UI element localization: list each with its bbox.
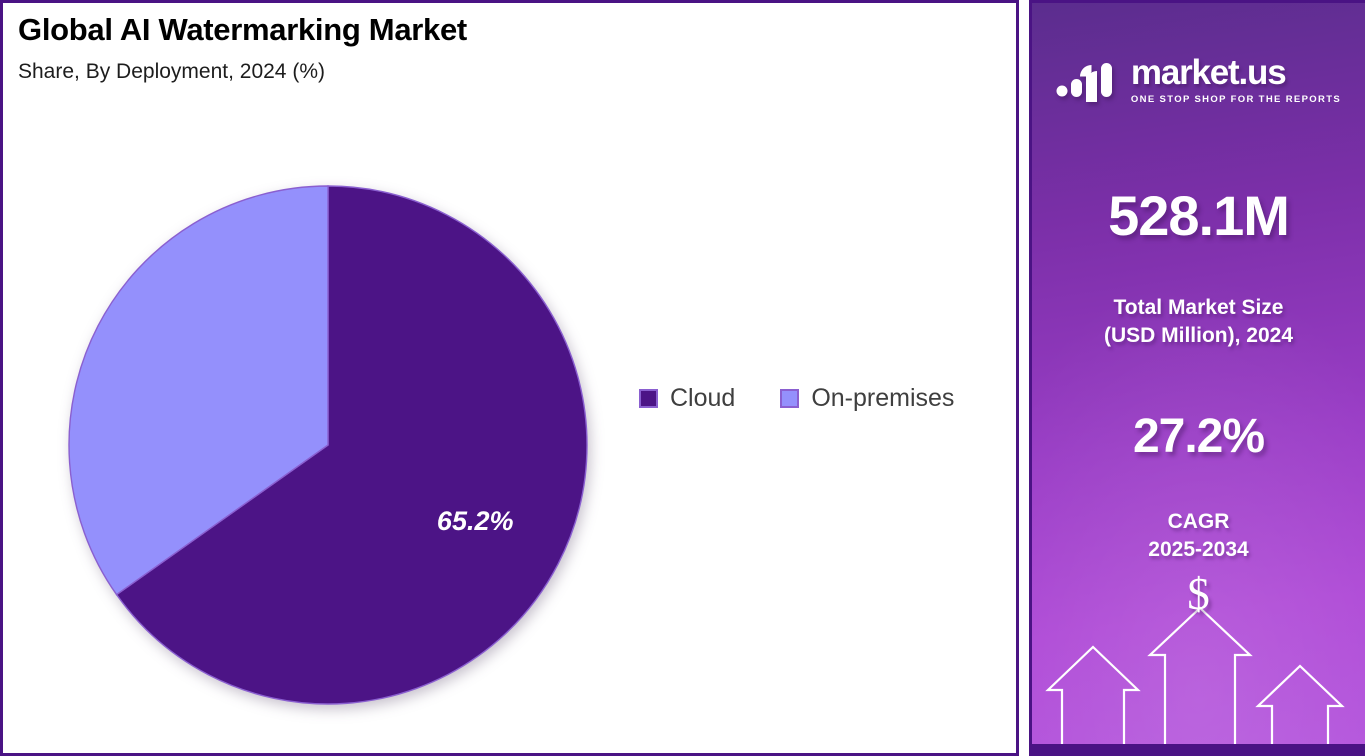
growth-arrows-icon	[1045, 606, 1345, 753]
growth-graphic: $	[1032, 572, 1365, 753]
market-size-caption-line1: Total Market Size	[1113, 296, 1284, 319]
dollar-icon: $	[1187, 569, 1210, 619]
legend-label-on-premises: On-premises	[811, 384, 955, 412]
pie-slice-cloud	[115, 185, 588, 705]
pie-chart-svg: 65.2%	[68, 185, 588, 705]
pie-slice-on-premises	[68, 185, 329, 596]
legend-label-cloud: Cloud	[670, 384, 736, 412]
chart-subtitle: Share, By Deployment, 2024 (%)	[18, 59, 325, 83]
legend-swatch-on-premises	[780, 389, 800, 408]
cagr-caption-line2: 2025-2034	[1148, 538, 1249, 562]
brand-logo[interactable]: market.us ONE STOP SHOP FOR THE REPORTS	[1032, 55, 1365, 105]
legend-item-on-premises[interactable]: On-premises	[780, 384, 954, 413]
market-us-bars-icon	[1056, 63, 1112, 102]
pie-slice-label: 65.2%	[437, 506, 514, 536]
stats-sidebar: market.us ONE STOP SHOP FOR THE REPORTS …	[1029, 0, 1365, 756]
logo-wordmark: market.us	[1130, 53, 1287, 92]
logo-text: market.us ONE STOP SHOP FOR THE REPORTS	[1131, 55, 1341, 105]
legend-item-cloud[interactable]: Cloud	[639, 384, 735, 413]
logo-tagline: ONE STOP SHOP FOR THE REPORTS	[1130, 94, 1342, 105]
page-title: Global AI Watermarking Market	[18, 12, 467, 47]
market-size-value: 528.1M	[1108, 184, 1290, 247]
chart-header: Global AI Watermarking Market Share, By …	[18, 11, 467, 85]
market-size-caption-line2: (USD Million), 2024	[1103, 324, 1294, 348]
pie-chart: 65.2%	[66, 183, 594, 711]
chart-legend: Cloud On-premises	[639, 384, 954, 413]
cagr-caption-line1: CAGR	[1167, 510, 1230, 533]
legend-swatch-cloud	[639, 389, 658, 408]
market-size-caption: Total Market Size (USD Million), 2024	[1032, 294, 1365, 351]
cagr-value: 27.2%	[1132, 410, 1265, 463]
chart-panel: Global AI Watermarking Market Share, By …	[0, 0, 1019, 756]
cagr-caption: CAGR 2025-2034	[1032, 508, 1365, 565]
